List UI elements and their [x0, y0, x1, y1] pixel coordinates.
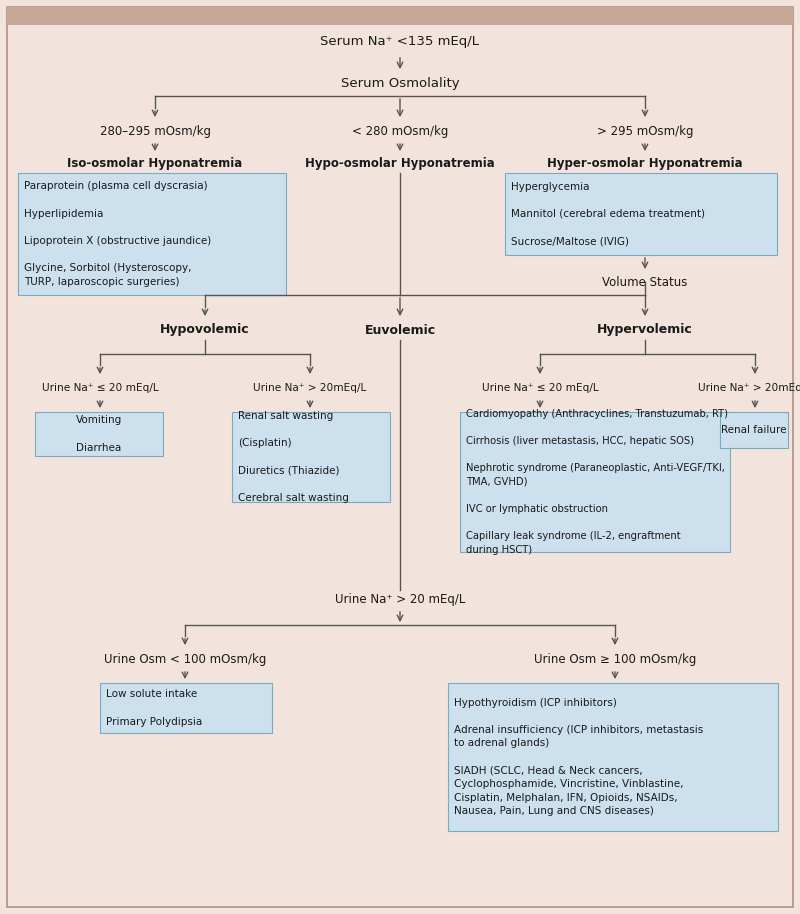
Text: Serum Na⁺ <135 mEq/L: Serum Na⁺ <135 mEq/L: [321, 36, 479, 48]
Text: Serum Osmolality: Serum Osmolality: [341, 77, 459, 90]
Text: Urine Na⁺ > 20mEq/L: Urine Na⁺ > 20mEq/L: [254, 383, 366, 393]
Text: Vomiting

Diarrhea: Vomiting Diarrhea: [76, 415, 122, 452]
FancyBboxPatch shape: [505, 173, 777, 255]
Text: < 280 mOsm/kg: < 280 mOsm/kg: [352, 124, 448, 137]
FancyBboxPatch shape: [448, 683, 778, 831]
Text: Hypovolemic: Hypovolemic: [160, 324, 250, 336]
Text: 280–295 mOsm/kg: 280–295 mOsm/kg: [99, 124, 210, 137]
Text: Euvolemic: Euvolemic: [365, 324, 435, 336]
Text: Urine Osm ≥ 100 mOsm/kg: Urine Osm ≥ 100 mOsm/kg: [534, 653, 696, 665]
Text: Cardiomyopathy (Anthracyclines, Transtuzumab, RT)

Cirrhosis (liver metastasis, : Cardiomyopathy (Anthracyclines, Transtuz…: [466, 409, 728, 555]
Text: Hyperglycemia

Mannitol (cerebral edema treatment)

Sucrose/Maltose (IVIG): Hyperglycemia Mannitol (cerebral edema t…: [511, 182, 705, 246]
Text: Hypo-osmolar Hyponatremia: Hypo-osmolar Hyponatremia: [305, 157, 495, 171]
FancyBboxPatch shape: [232, 412, 390, 502]
Bar: [7, 7, 793, 25]
Text: > 295 mOsm/kg: > 295 mOsm/kg: [597, 124, 694, 137]
Text: Urine Na⁺ > 20mEq/L: Urine Na⁺ > 20mEq/L: [698, 383, 800, 393]
Text: Hypothyroidism (ICP inhibitors)

Adrenal insufficiency (ICP inhibitors, metastas: Hypothyroidism (ICP inhibitors) Adrenal …: [454, 697, 703, 816]
Text: Iso-osmolar Hyponatremia: Iso-osmolar Hyponatremia: [67, 157, 242, 171]
Text: Hypervolemic: Hypervolemic: [597, 324, 693, 336]
Text: Low solute intake

Primary Polydipsia: Low solute intake Primary Polydipsia: [106, 689, 202, 727]
FancyBboxPatch shape: [460, 412, 730, 552]
FancyBboxPatch shape: [720, 412, 788, 448]
Text: Paraprotein (plasma cell dyscrasia)

Hyperlipidemia

Lipoprotein X (obstructive : Paraprotein (plasma cell dyscrasia) Hype…: [24, 181, 211, 287]
Text: Urine Na⁺ > 20 mEq/L: Urine Na⁺ > 20 mEq/L: [335, 592, 465, 605]
Text: Urine Na⁺ ≤ 20 mEq/L: Urine Na⁺ ≤ 20 mEq/L: [42, 383, 158, 393]
Text: Urine Na⁺ ≤ 20 mEq/L: Urine Na⁺ ≤ 20 mEq/L: [482, 383, 598, 393]
FancyBboxPatch shape: [18, 173, 286, 295]
Text: Renal salt wasting

(Cisplatin)

Diuretics (Thiazide)

Cerebral salt wasting: Renal salt wasting (Cisplatin) Diuretics…: [238, 411, 349, 503]
Text: Volume Status: Volume Status: [602, 275, 688, 289]
FancyBboxPatch shape: [100, 683, 272, 733]
Text: Hyper-osmolar Hyponatremia: Hyper-osmolar Hyponatremia: [547, 157, 743, 171]
FancyBboxPatch shape: [35, 412, 163, 456]
Text: Renal failure: Renal failure: [722, 425, 786, 435]
Text: Urine Osm < 100 mOsm/kg: Urine Osm < 100 mOsm/kg: [104, 653, 266, 665]
